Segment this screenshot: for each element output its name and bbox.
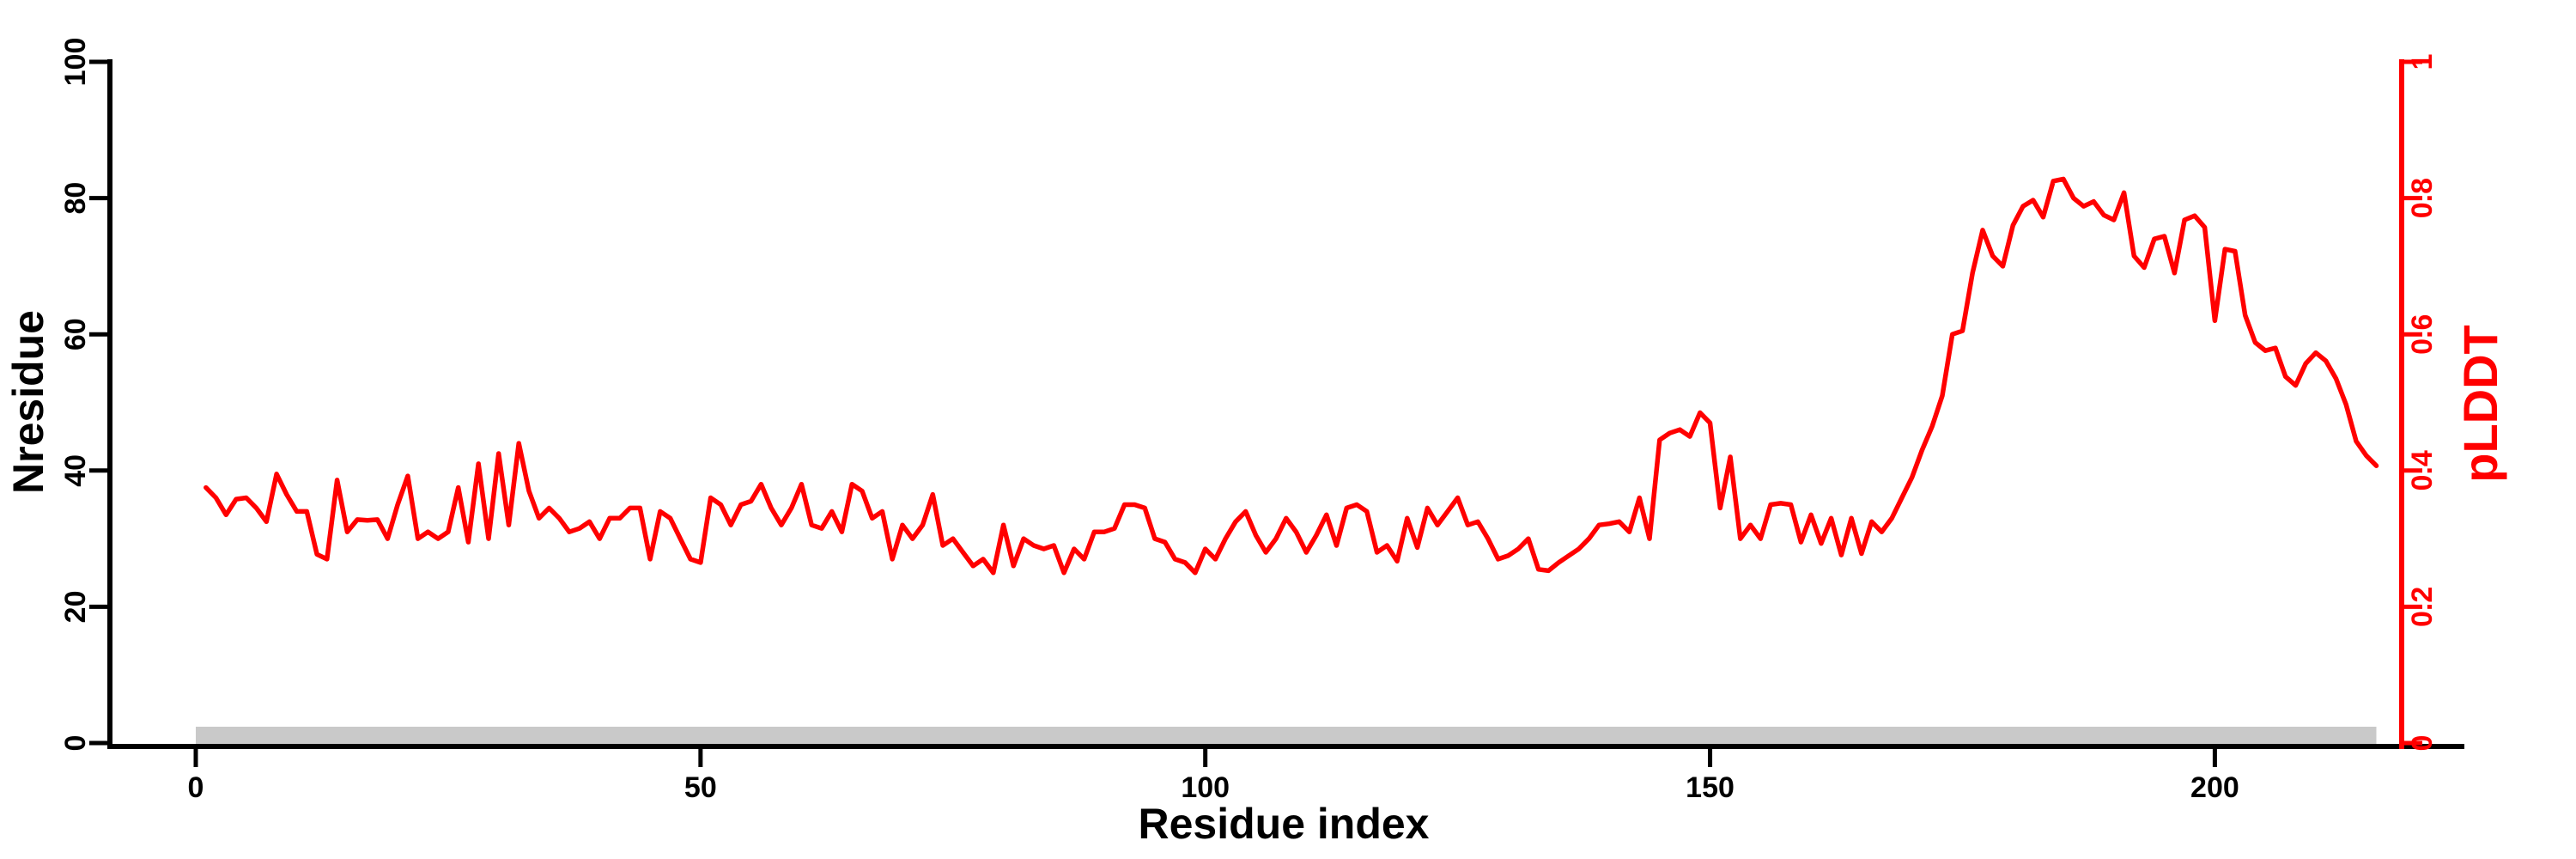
y-left-tick-label: 20: [59, 590, 92, 623]
y-left-tick-label: 80: [59, 182, 92, 215]
x-axis: 0 50 100 150 200 Residue index: [107, 744, 2464, 848]
y-axis-right: 0 0.2 0.4 0.6 0.8 1 pLDDT: [2399, 54, 2507, 752]
y-axis-right-title: pLDDT: [2453, 325, 2507, 483]
y-axis-right-ticks: 0 0.2 0.4 0.6 0.8 1: [2402, 54, 2439, 752]
x-axis-ticks: 0 50 100 150 200: [188, 746, 2239, 804]
x-tick-label: 50: [684, 771, 717, 804]
y-right-tick-label: 0.8: [2406, 178, 2439, 218]
annotation-bar: [196, 727, 2377, 744]
y-right-tick-label: 1: [2406, 54, 2439, 70]
x-tick-label: 200: [2190, 771, 2239, 804]
x-tick-label: 150: [1686, 771, 1735, 804]
y-left-tick-label: 40: [59, 454, 92, 487]
x-tick-label: 100: [1181, 771, 1230, 804]
y-left-tick-label: 0: [59, 735, 92, 752]
y-right-tick-label: 0: [2406, 735, 2439, 752]
y-axis-left-ticks: 0 20 40 60 80 100: [59, 38, 110, 752]
y-left-tick-label: 60: [59, 318, 92, 350]
y-axis-left-title: Nresidue: [4, 310, 52, 494]
y-left-tick-label: 100: [59, 38, 92, 87]
y-right-tick-label: 0.4: [2406, 450, 2439, 490]
y-axis-left: 0 20 40 60 80 100 Nresidue: [4, 38, 112, 752]
y-right-tick-label: 0.6: [2406, 314, 2439, 355]
y-right-tick-label: 0.2: [2406, 587, 2439, 627]
x-axis-title: Residue index: [1139, 800, 1430, 848]
plddt-line: [204, 176, 2379, 576]
x-tick-label: 0: [188, 771, 204, 804]
